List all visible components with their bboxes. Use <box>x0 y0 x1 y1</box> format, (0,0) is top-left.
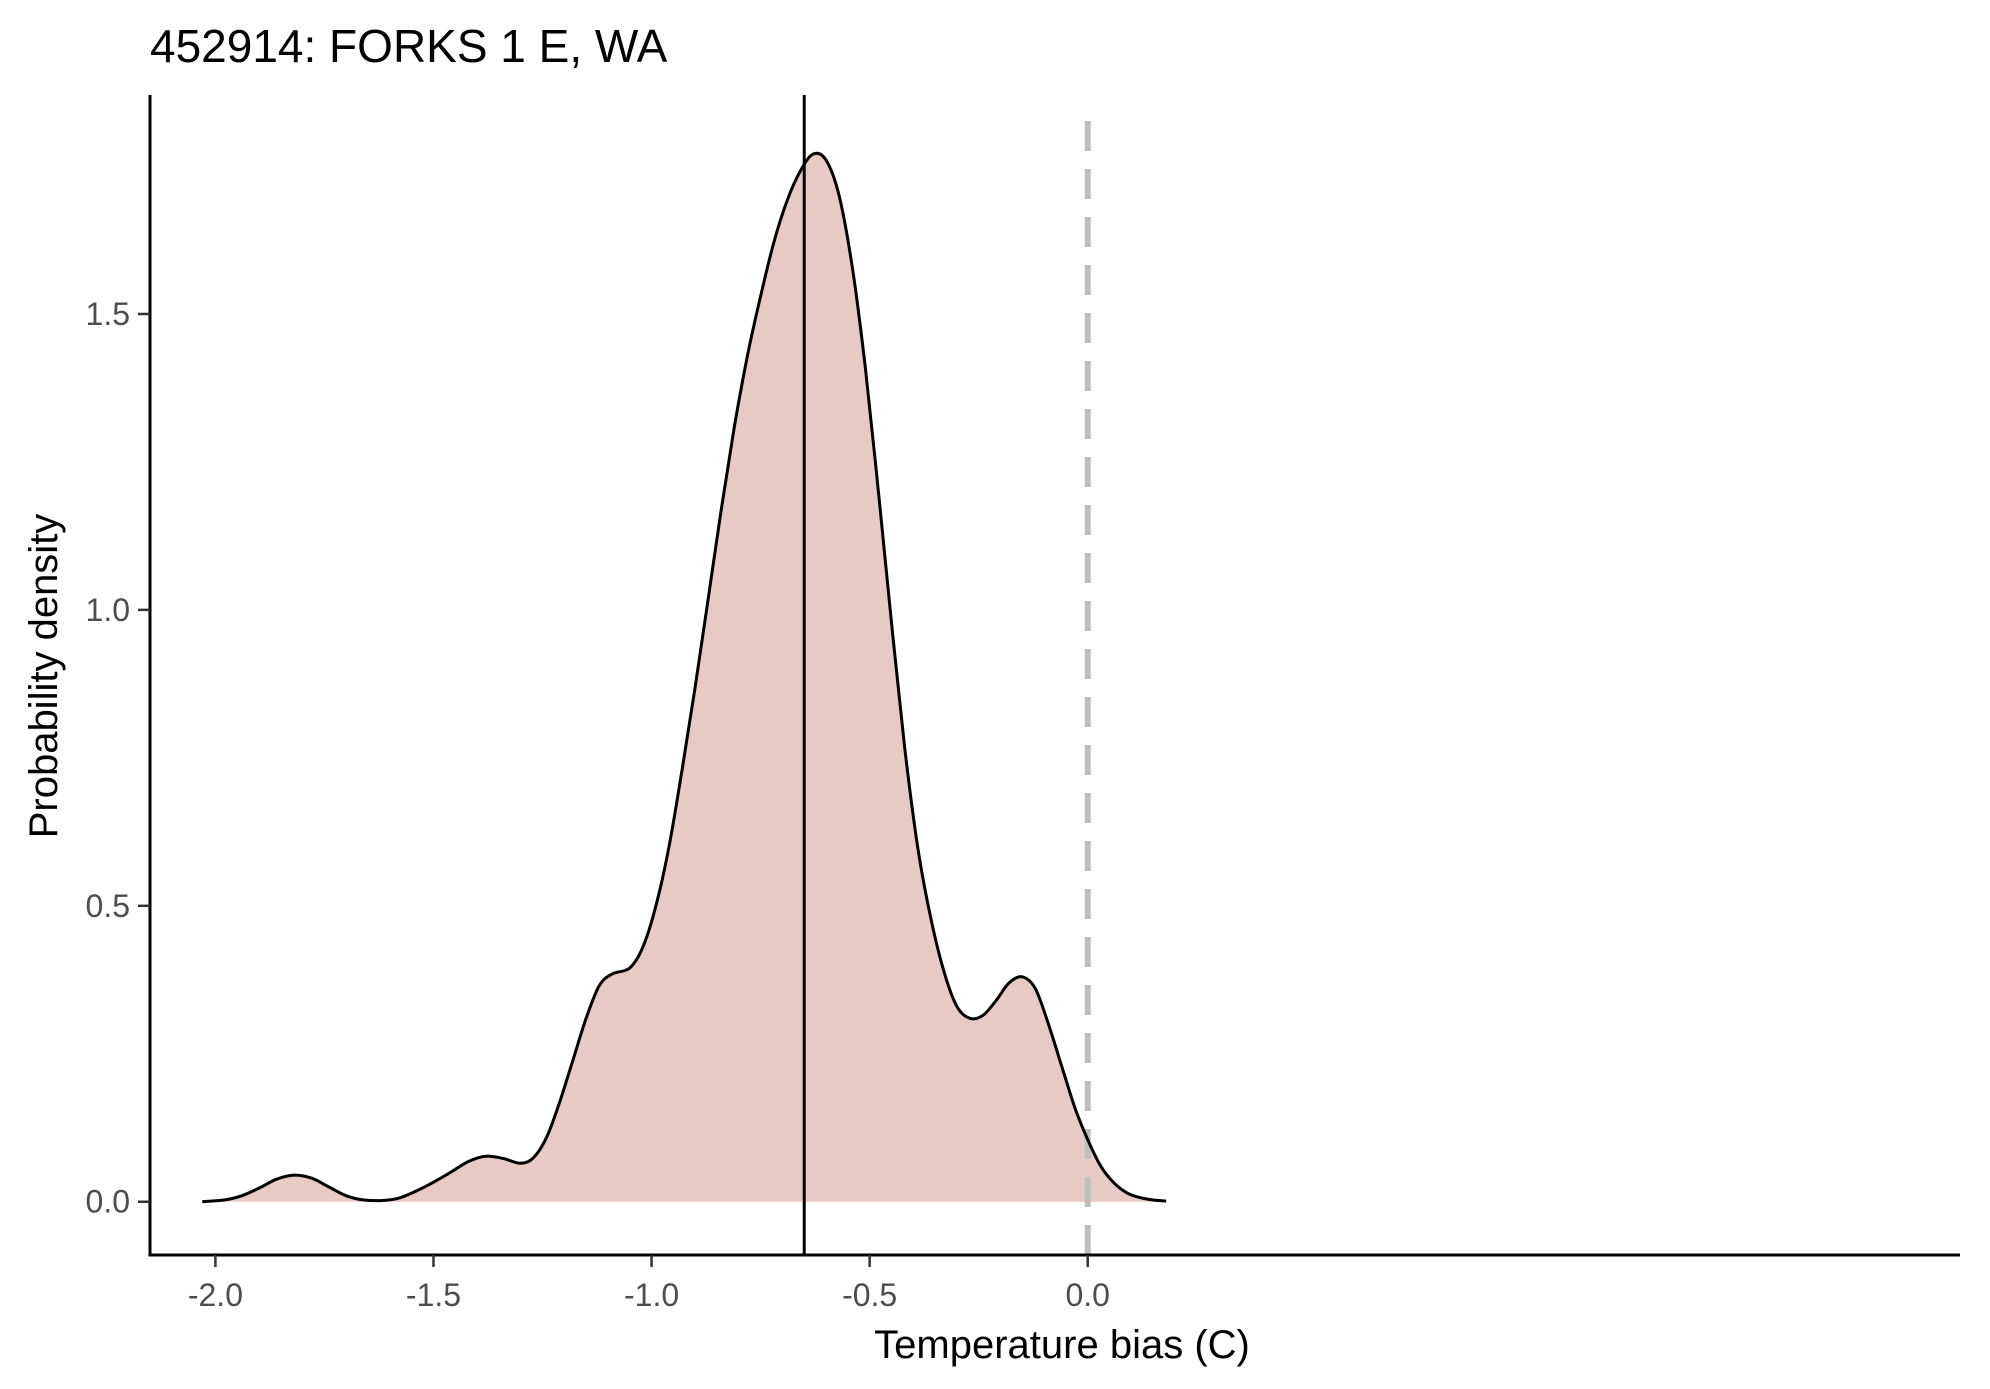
y-tick-label: 0.0 <box>86 1184 130 1220</box>
x-tick-label: 0.0 <box>1065 1277 1109 1313</box>
x-tick-label: -2.0 <box>188 1277 243 1313</box>
plot-area: -2.0 -1.5 -1.0 -0.5 0.0 0.0 0.5 1.0 1.5 <box>86 95 1960 1313</box>
x-tick-label: -1.0 <box>624 1277 679 1313</box>
density-area <box>202 153 1167 1202</box>
y-tick-label: 0.5 <box>86 888 130 924</box>
x-tick-label: -0.5 <box>842 1277 897 1313</box>
x-axis-label: Temperature bias (C) <box>874 1323 1250 1367</box>
x-tick-label: -1.5 <box>406 1277 461 1313</box>
y-axis-label: Probability density <box>22 514 66 839</box>
density-curve <box>202 151 1167 1204</box>
chart-title: 452914: FORKS 1 E, WA <box>150 20 668 72</box>
y-tick-label: 1.0 <box>86 592 130 628</box>
y-tick-label: 1.5 <box>86 296 130 332</box>
